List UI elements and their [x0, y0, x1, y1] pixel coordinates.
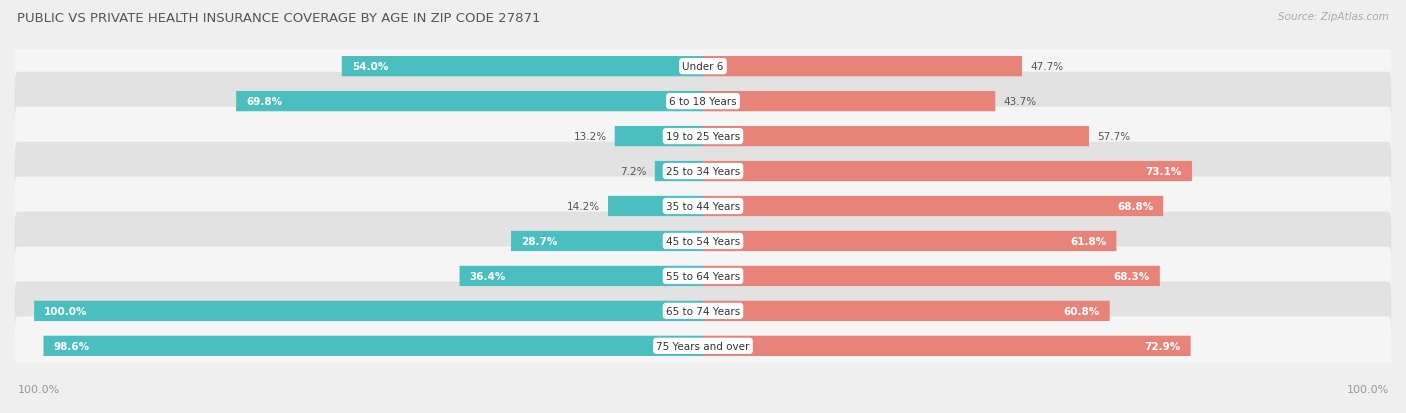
FancyBboxPatch shape — [14, 38, 1392, 96]
Text: 47.7%: 47.7% — [1031, 62, 1063, 72]
Text: 100.0%: 100.0% — [44, 306, 87, 316]
Text: 75 Years and over: 75 Years and over — [657, 341, 749, 351]
FancyBboxPatch shape — [14, 212, 1392, 271]
FancyBboxPatch shape — [44, 336, 703, 356]
Text: 98.6%: 98.6% — [53, 341, 90, 351]
FancyBboxPatch shape — [703, 301, 1109, 321]
Text: 28.7%: 28.7% — [522, 236, 557, 247]
Text: 68.8%: 68.8% — [1116, 202, 1153, 211]
Text: 36.4%: 36.4% — [470, 271, 506, 281]
Text: Source: ZipAtlas.com: Source: ZipAtlas.com — [1278, 12, 1389, 22]
Text: 69.8%: 69.8% — [246, 97, 283, 107]
FancyBboxPatch shape — [607, 197, 703, 216]
Text: 7.2%: 7.2% — [620, 166, 647, 177]
FancyBboxPatch shape — [703, 231, 1116, 252]
Text: PUBLIC VS PRIVATE HEALTH INSURANCE COVERAGE BY AGE IN ZIP CODE 27871: PUBLIC VS PRIVATE HEALTH INSURANCE COVER… — [17, 12, 540, 25]
Text: 54.0%: 54.0% — [352, 62, 388, 72]
FancyBboxPatch shape — [14, 107, 1392, 166]
FancyBboxPatch shape — [34, 301, 703, 321]
FancyBboxPatch shape — [14, 142, 1392, 201]
Text: 19 to 25 Years: 19 to 25 Years — [666, 132, 740, 142]
Text: 72.9%: 72.9% — [1144, 341, 1181, 351]
Text: 61.8%: 61.8% — [1070, 236, 1107, 247]
FancyBboxPatch shape — [14, 317, 1392, 375]
Text: 100.0%: 100.0% — [17, 385, 59, 394]
FancyBboxPatch shape — [614, 127, 703, 147]
FancyBboxPatch shape — [703, 266, 1160, 286]
FancyBboxPatch shape — [703, 57, 1022, 77]
FancyBboxPatch shape — [14, 247, 1392, 306]
FancyBboxPatch shape — [655, 161, 703, 182]
Text: 60.8%: 60.8% — [1063, 306, 1099, 316]
Text: 65 to 74 Years: 65 to 74 Years — [666, 306, 740, 316]
FancyBboxPatch shape — [703, 161, 1192, 182]
FancyBboxPatch shape — [510, 231, 703, 252]
Text: 43.7%: 43.7% — [1004, 97, 1036, 107]
Text: 100.0%: 100.0% — [1347, 385, 1389, 394]
FancyBboxPatch shape — [703, 197, 1163, 216]
FancyBboxPatch shape — [14, 177, 1392, 236]
FancyBboxPatch shape — [703, 92, 995, 112]
Text: 6 to 18 Years: 6 to 18 Years — [669, 97, 737, 107]
Text: 55 to 64 Years: 55 to 64 Years — [666, 271, 740, 281]
FancyBboxPatch shape — [703, 127, 1088, 147]
FancyBboxPatch shape — [14, 282, 1392, 340]
Text: 68.3%: 68.3% — [1114, 271, 1150, 281]
Text: 45 to 54 Years: 45 to 54 Years — [666, 236, 740, 247]
Text: 14.2%: 14.2% — [567, 202, 600, 211]
FancyBboxPatch shape — [342, 57, 703, 77]
FancyBboxPatch shape — [703, 336, 1191, 356]
Text: Under 6: Under 6 — [682, 62, 724, 72]
Text: 73.1%: 73.1% — [1146, 166, 1182, 177]
Text: 13.2%: 13.2% — [574, 132, 606, 142]
Text: 57.7%: 57.7% — [1097, 132, 1130, 142]
Text: 35 to 44 Years: 35 to 44 Years — [666, 202, 740, 211]
FancyBboxPatch shape — [14, 73, 1392, 131]
FancyBboxPatch shape — [460, 266, 703, 286]
Text: 25 to 34 Years: 25 to 34 Years — [666, 166, 740, 177]
FancyBboxPatch shape — [236, 92, 703, 112]
